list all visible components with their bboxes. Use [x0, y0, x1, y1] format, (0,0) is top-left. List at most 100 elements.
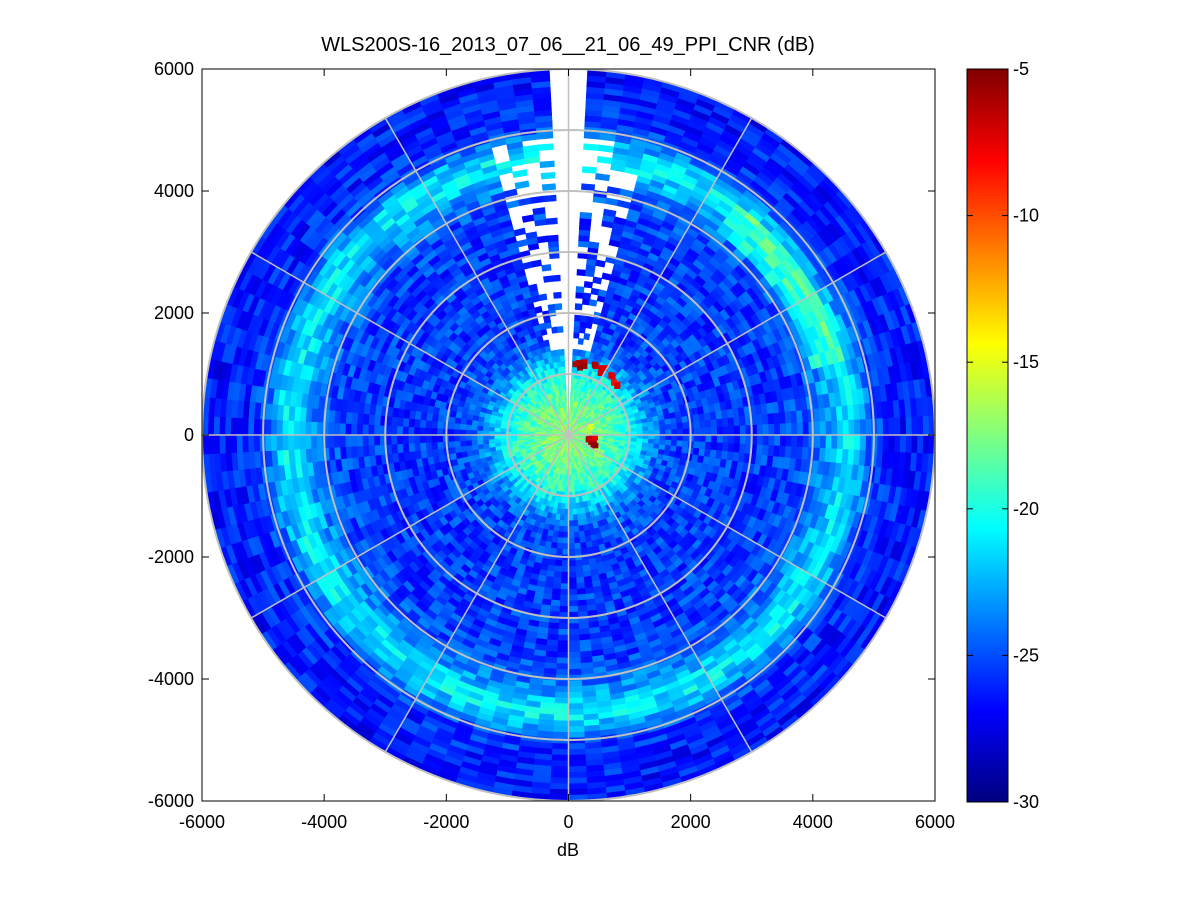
heatmap-cell [541, 264, 552, 272]
heatmap-cell [549, 605, 560, 613]
heatmap-cell [733, 443, 741, 454]
heatmap-cell [482, 438, 490, 445]
heatmap-cell [762, 434, 770, 446]
heatmap-cell [547, 303, 556, 312]
heatmap-cell [573, 531, 580, 539]
heatmap-cell [556, 326, 564, 333]
heatmap-cell [339, 422, 346, 436]
heatmap-cell [402, 417, 410, 427]
heatmap-cell [559, 588, 569, 596]
heatmap-cell [367, 424, 375, 436]
heatmap-cell [574, 548, 582, 556]
heatmap-cell [470, 429, 478, 436]
heatmap-cell [560, 571, 569, 579]
heatmap-cell [733, 425, 741, 436]
heatmap-cell [568, 657, 581, 665]
heatmap-cell [543, 275, 553, 283]
heatmap-cell [665, 434, 672, 441]
heatmap-cell [557, 640, 569, 647]
heatmap-cell [339, 434, 346, 448]
heatmap-cell [333, 422, 341, 436]
heatmap-cell [559, 354, 565, 362]
heatmap-cell [588, 299, 598, 307]
heatmap-cell [555, 548, 563, 556]
heatmap-cell [693, 434, 701, 443]
heatmap-cell [459, 440, 467, 447]
heatmap-cell [579, 541, 587, 550]
heatmap-cell [664, 439, 672, 447]
heatmap-cell [557, 531, 564, 539]
heatmap-cell [459, 428, 466, 436]
heatmap-cell [419, 434, 426, 444]
heatmap-cell [447, 428, 455, 436]
heatmap-cell [425, 419, 433, 429]
heatmap-cell [576, 593, 587, 601]
heatmap-cell [465, 434, 472, 441]
heatmap-cell [583, 332, 591, 341]
heatmap-cell [419, 419, 427, 428]
heatmap-cell [564, 400, 568, 407]
heatmap-cell [448, 422, 455, 430]
heatmap-cell [553, 291, 562, 299]
heatmap-cell [568, 583, 577, 590]
heatmap-cell [402, 443, 410, 453]
heatmap-cell [396, 416, 404, 427]
heatmap-cell [465, 444, 473, 452]
heatmap-cell [465, 439, 473, 447]
heatmap-cell [682, 440, 689, 448]
heatmap-cell [436, 434, 444, 443]
heatmap-cell [552, 576, 562, 584]
heatmap-cell [557, 634, 569, 642]
heatmap-cell [568, 605, 579, 613]
heatmap-cell [413, 442, 421, 452]
heatmap-cell [573, 537, 581, 544]
heatmap-cell [453, 440, 461, 448]
heatmap-cell [555, 663, 569, 670]
heatmap-cell [727, 443, 735, 453]
heatmap-cell [568, 663, 582, 670]
heatmap-cell [693, 427, 701, 436]
heatmap-cell [568, 668, 582, 676]
heatmap-cell [556, 651, 569, 659]
heatmap-cell [699, 420, 707, 429]
heatmap-cell [327, 422, 335, 436]
heatmap-cell [453, 428, 461, 436]
heatmap-cell [664, 423, 672, 431]
heatmap-cell [554, 559, 563, 567]
heatmap-cell [573, 320, 581, 328]
heatmap-cell [671, 434, 678, 442]
heatmap-cell [791, 422, 798, 436]
heatmap-cell [699, 427, 707, 436]
heatmap-cell [728, 425, 735, 436]
heatmap-cell [465, 429, 472, 436]
heatmap-cell [361, 434, 369, 447]
heatmap-cell [547, 234, 559, 242]
heatmap-cell [595, 259, 606, 268]
heatmap-cell [606, 186, 622, 195]
heatmap-cell [554, 303, 563, 311]
heatmap-cell [705, 427, 713, 436]
heatmap-cell [390, 416, 398, 427]
heatmap-cell [436, 420, 444, 429]
heatmap-cell [333, 434, 341, 448]
heatmap-cell [568, 566, 577, 573]
heatmap-cell [575, 582, 586, 590]
heatmap-cell [390, 434, 398, 445]
heatmap-cell [558, 605, 569, 613]
heatmap-cell [682, 422, 689, 430]
heatmap-cell [536, 235, 549, 244]
heatmap-cell [488, 438, 495, 444]
heatmap-cell [402, 425, 409, 436]
heatmap-cell [728, 434, 735, 445]
heatmap-cell [327, 434, 335, 448]
heatmap-cell [430, 420, 438, 429]
heatmap-cell [568, 634, 580, 642]
heatmap-cell [448, 440, 455, 448]
heatmap-cell [373, 434, 381, 446]
heatmap-cell [670, 423, 678, 430]
heatmap-cell [425, 441, 433, 451]
heatmap-cell [592, 276, 603, 285]
heatmap-cell [716, 442, 724, 452]
heatmap-cell [774, 423, 781, 436]
heatmap-cell [556, 542, 564, 550]
